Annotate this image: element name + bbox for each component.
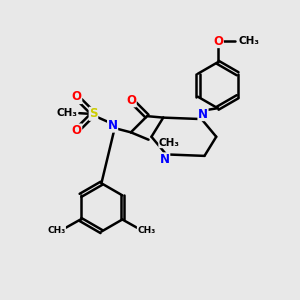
Text: O: O	[72, 91, 82, 103]
Text: S: S	[89, 107, 98, 120]
Text: CH₃: CH₃	[47, 226, 65, 235]
Text: N: N	[198, 108, 208, 121]
Text: CH₃: CH₃	[137, 226, 156, 235]
Text: O: O	[213, 34, 223, 48]
Text: CH₃: CH₃	[56, 108, 77, 118]
Text: N: N	[108, 119, 118, 132]
Text: N: N	[160, 153, 170, 166]
Text: O: O	[126, 94, 136, 107]
Text: O: O	[72, 124, 82, 137]
Text: CH₃: CH₃	[238, 36, 259, 46]
Text: CH₃: CH₃	[159, 138, 180, 148]
